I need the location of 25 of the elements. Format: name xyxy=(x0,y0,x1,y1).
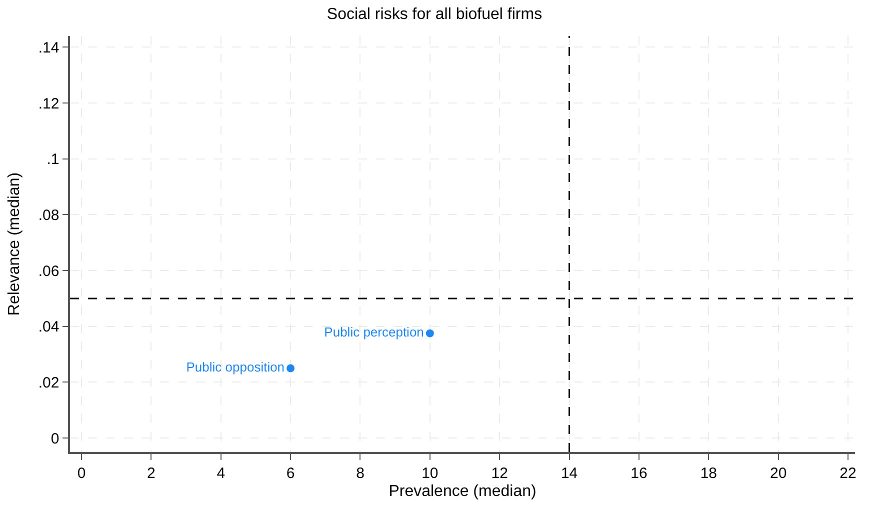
y-tick-label: .1 xyxy=(46,151,60,168)
x-tick-label: 2 xyxy=(147,464,156,482)
x-tick-label: 22 xyxy=(840,464,856,482)
y-axis-title: Relevance (median) xyxy=(6,172,23,316)
x-tick-label: 14 xyxy=(560,464,578,482)
x-tick-label: 0 xyxy=(77,464,86,482)
y-tick-label: .14 xyxy=(38,39,60,56)
y-tick-label: 0 xyxy=(50,430,60,448)
x-tick-label: 4 xyxy=(216,464,226,482)
x-tick-label: 8 xyxy=(356,464,364,482)
x-tick-label: 16 xyxy=(630,464,648,482)
data-label: Public opposition xyxy=(186,359,285,374)
y-tick-label: .04 xyxy=(38,318,60,336)
x-tick-label: 10 xyxy=(422,464,438,482)
chart-title: Social risks for all biofuel firms xyxy=(326,6,542,23)
y-tick-label: .08 xyxy=(38,206,60,224)
y-tick-label: .12 xyxy=(38,95,60,112)
x-tick-label: 18 xyxy=(700,464,718,482)
y-tick-label: .06 xyxy=(38,262,60,280)
data-label: Public perception xyxy=(324,324,424,340)
x-tick-label: 20 xyxy=(770,464,787,482)
x-tick-label: 12 xyxy=(491,464,508,482)
y-tick-label: .02 xyxy=(38,374,60,392)
x-tick-label: 6 xyxy=(286,464,295,482)
x-axis-title: Prevalence (median) xyxy=(388,482,536,500)
